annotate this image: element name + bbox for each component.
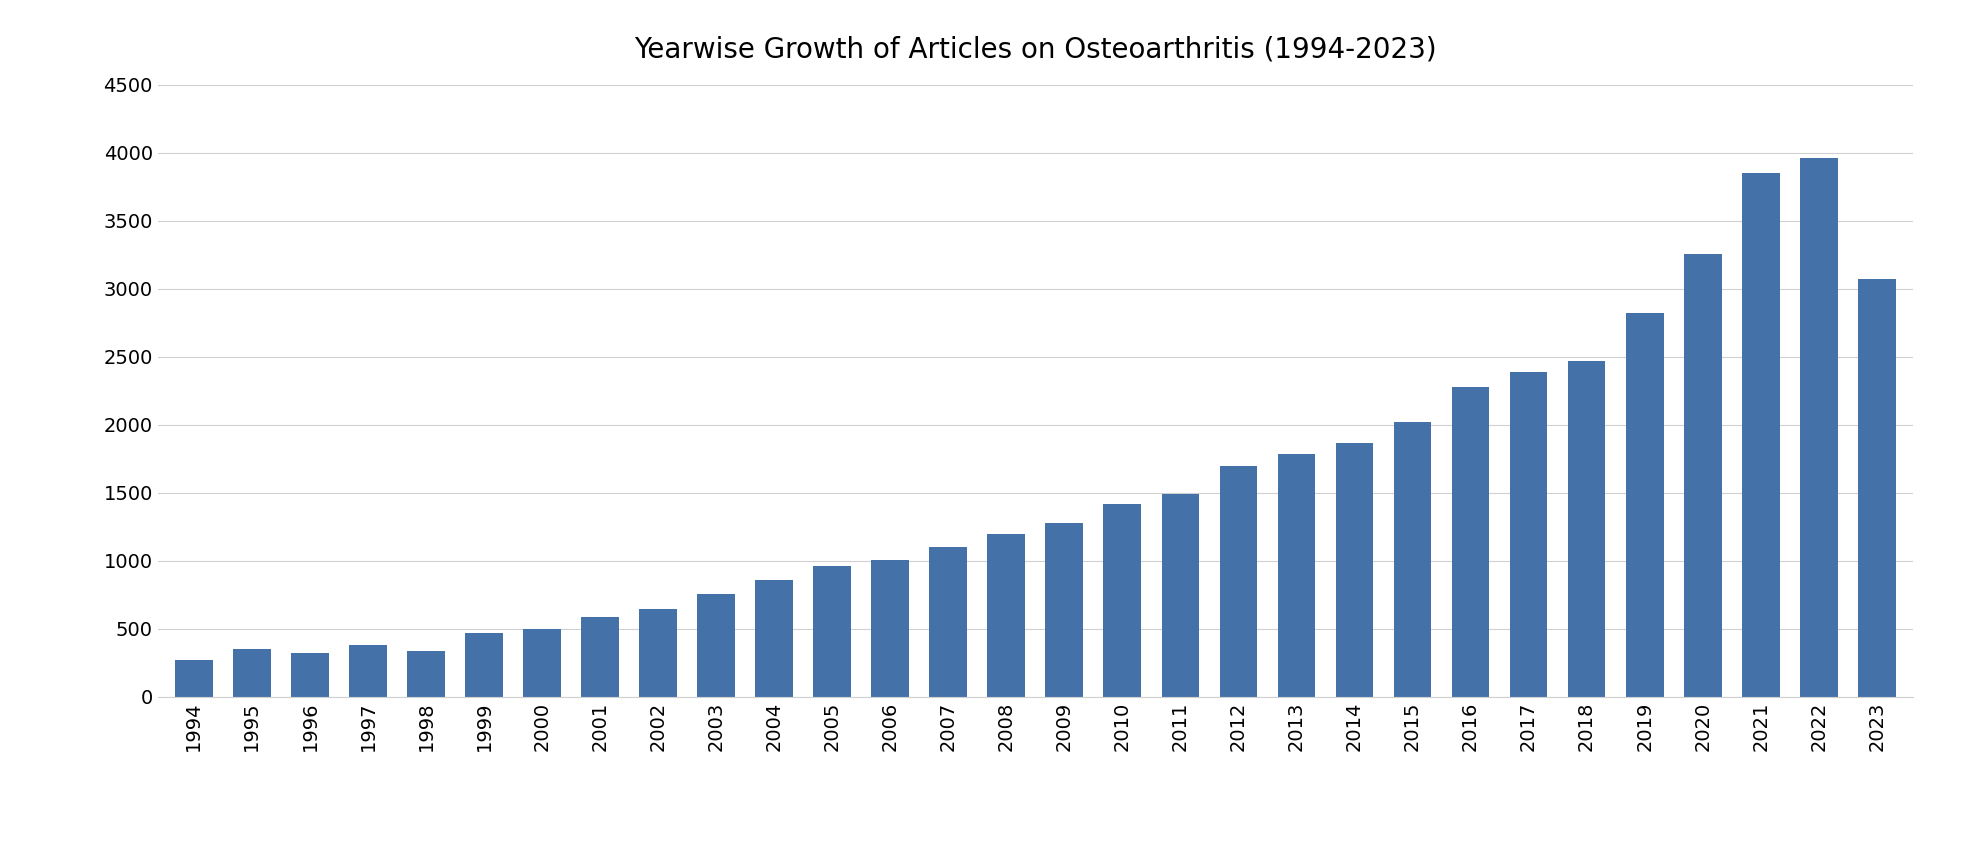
Bar bbox=[1684, 253, 1722, 697]
Bar bbox=[1741, 173, 1779, 697]
Bar bbox=[176, 660, 213, 697]
Bar bbox=[929, 547, 966, 697]
Bar bbox=[872, 559, 909, 697]
Bar bbox=[465, 633, 503, 697]
Bar bbox=[1858, 280, 1895, 697]
Bar bbox=[755, 580, 793, 697]
Bar bbox=[1625, 314, 1664, 697]
Bar bbox=[233, 649, 270, 697]
Bar bbox=[292, 654, 329, 697]
Bar bbox=[1278, 454, 1315, 697]
Bar bbox=[406, 651, 446, 697]
Bar bbox=[349, 644, 387, 697]
Bar bbox=[582, 617, 619, 697]
Bar bbox=[1511, 372, 1548, 697]
Bar bbox=[523, 629, 560, 697]
Bar bbox=[639, 609, 676, 697]
Bar bbox=[1568, 361, 1605, 697]
Bar bbox=[1800, 158, 1838, 697]
Title: Yearwise Growth of Articles on Osteoarthritis (1994-2023): Yearwise Growth of Articles on Osteoarth… bbox=[633, 35, 1438, 63]
Bar bbox=[1451, 387, 1489, 697]
Bar bbox=[1104, 504, 1142, 697]
Bar bbox=[1045, 523, 1083, 697]
Bar bbox=[1219, 466, 1258, 697]
Bar bbox=[1162, 495, 1199, 697]
Bar bbox=[812, 566, 852, 697]
Bar bbox=[698, 593, 736, 697]
Bar bbox=[988, 534, 1025, 697]
Bar bbox=[1394, 422, 1432, 697]
Bar bbox=[1335, 443, 1373, 697]
